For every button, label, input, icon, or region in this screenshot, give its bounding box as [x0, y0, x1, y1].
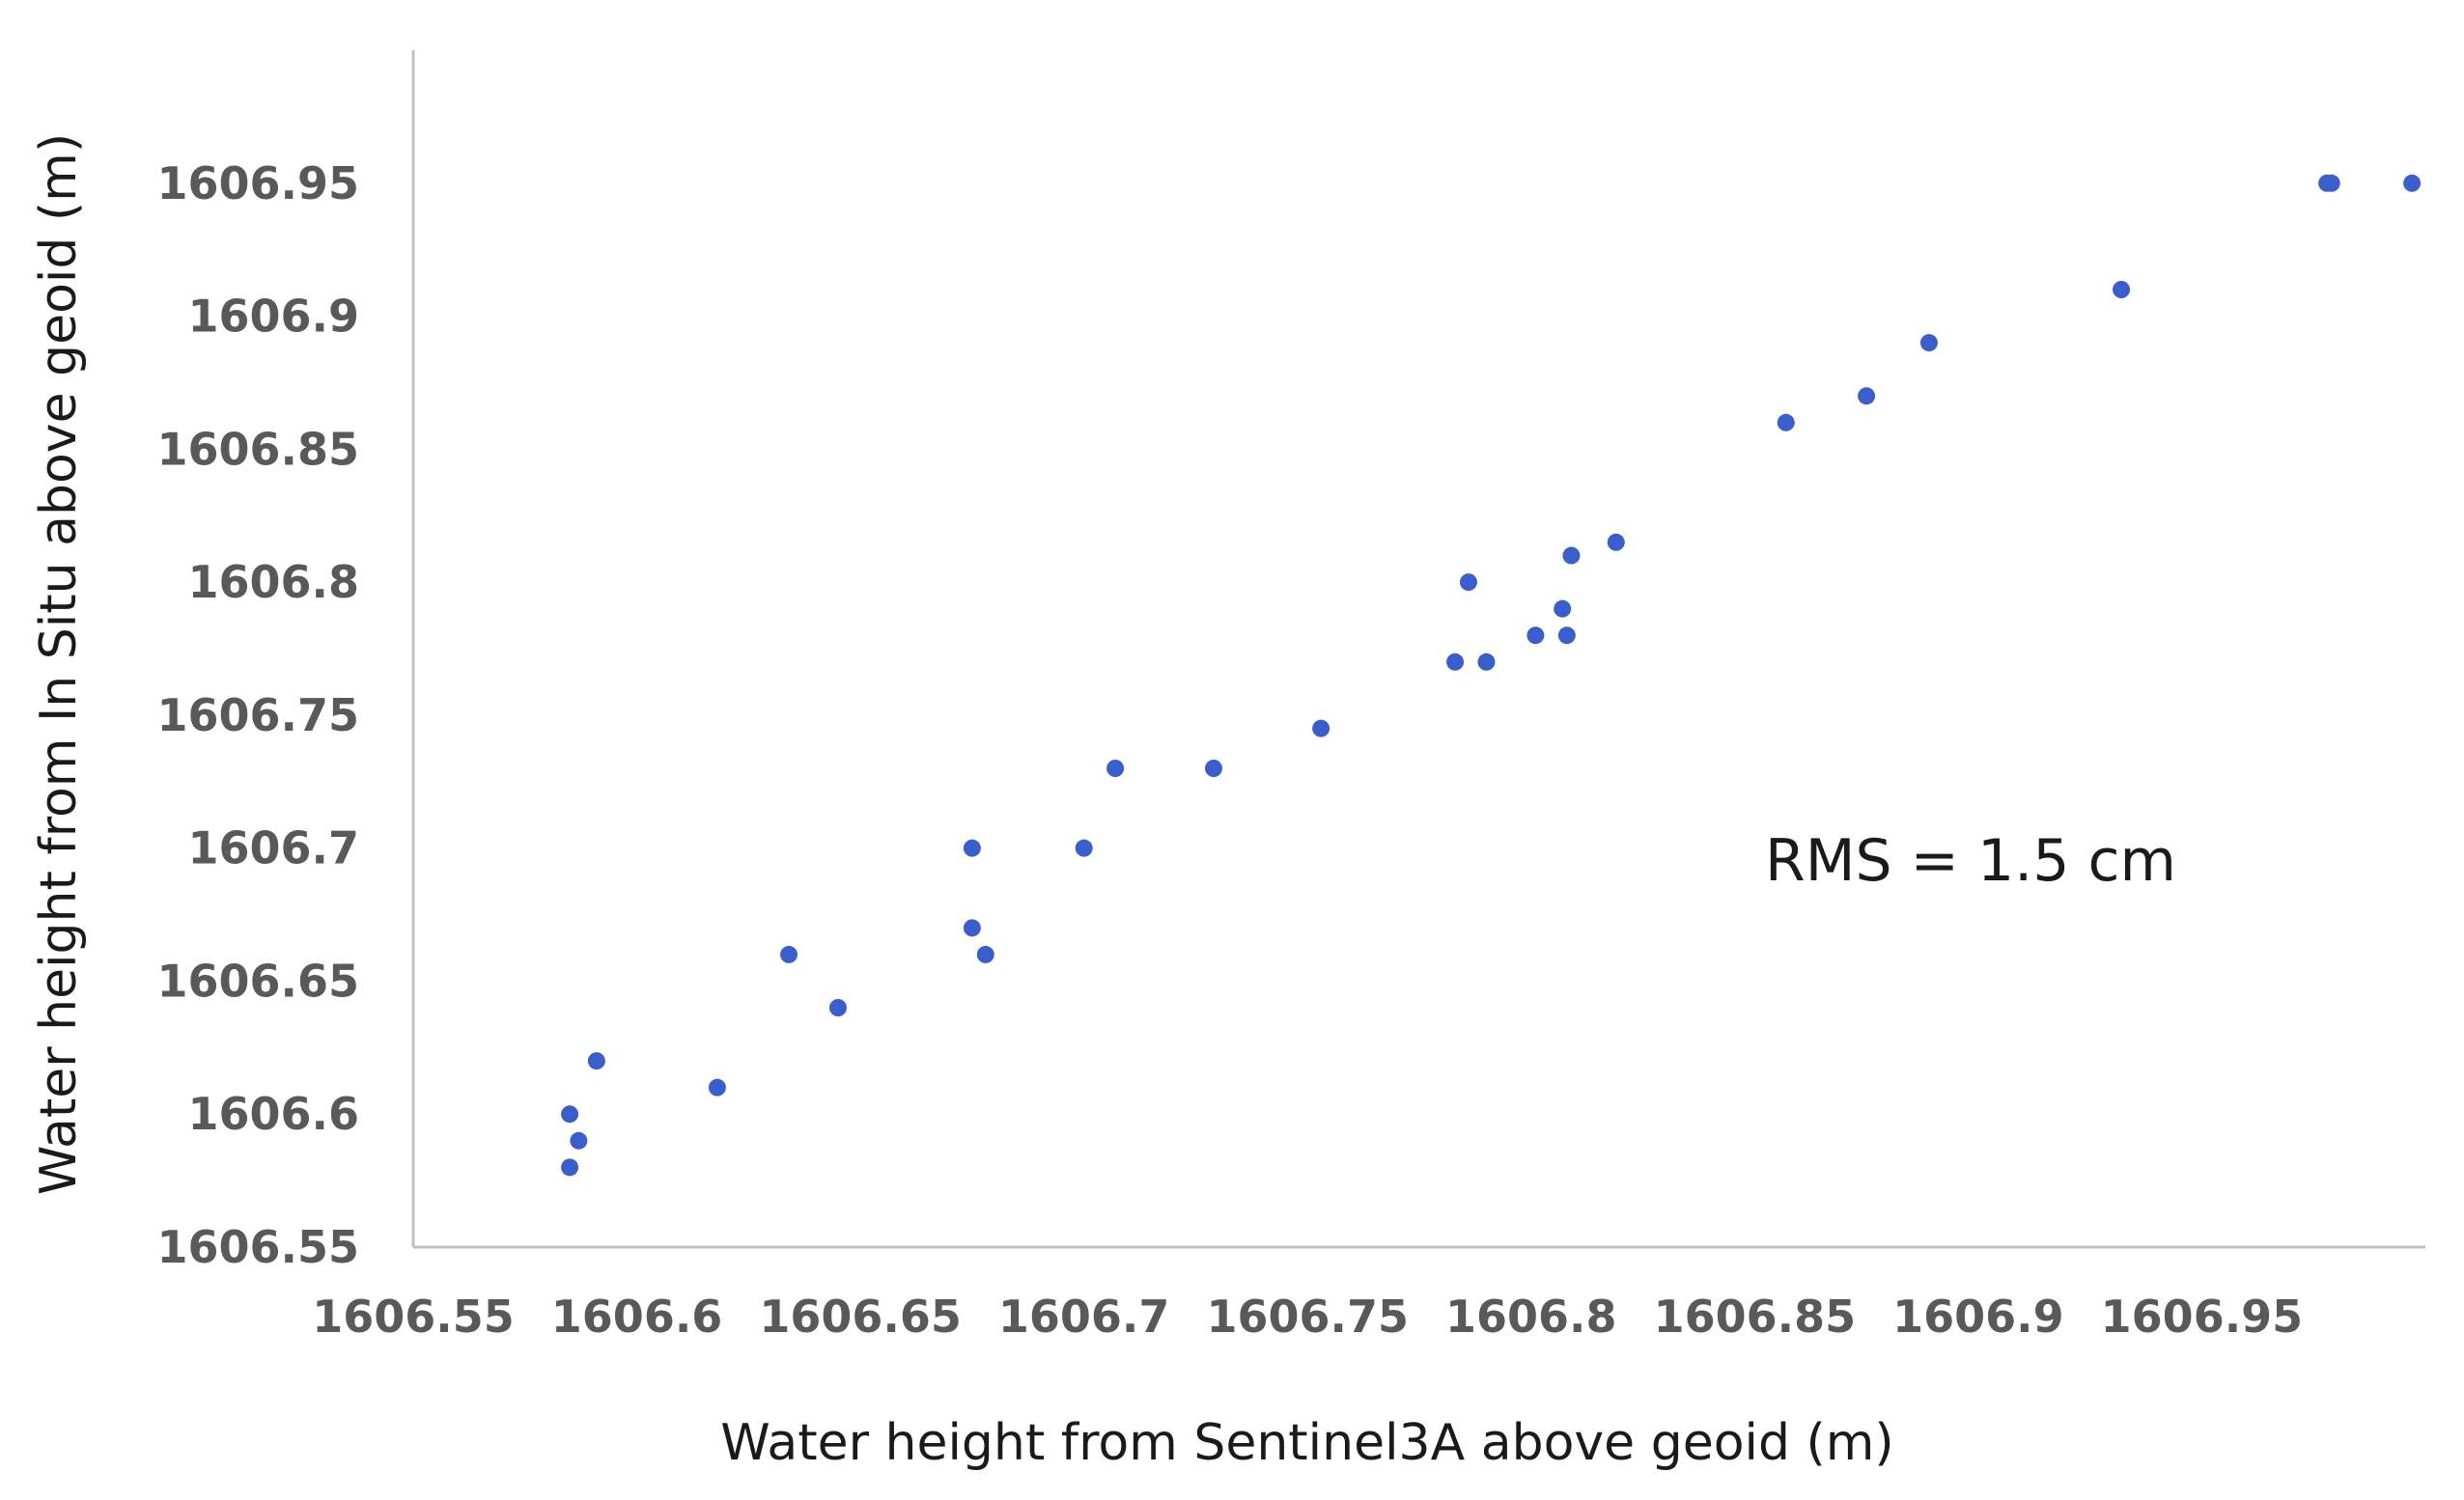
- y-tick-label: 1606.85: [156, 423, 359, 475]
- data-point: [1204, 760, 1222, 777]
- y-tick-label: 1606.95: [156, 157, 359, 209]
- data-point: [1858, 387, 1876, 405]
- x-tick-label: 1606.6: [551, 1291, 723, 1343]
- data-point: [1919, 334, 1938, 352]
- y-tick-label: 1606.8: [187, 556, 359, 608]
- data-point: [708, 1078, 726, 1097]
- data-point: [828, 999, 847, 1016]
- data-point: [1607, 533, 1625, 551]
- rms-annotation: RMS = 1.5 cm: [1765, 827, 2176, 895]
- x-tick-label: 1606.75: [1206, 1291, 1409, 1343]
- data-point: [1312, 719, 1330, 737]
- data-point: [780, 945, 798, 963]
- data-point: [1446, 653, 1465, 671]
- data-point: [1477, 653, 1496, 671]
- data-point: [1106, 760, 1125, 777]
- plot-area: [411, 50, 2425, 1249]
- y-tick-label: 1606.65: [156, 955, 359, 1007]
- y-tick-label: 1606.55: [156, 1221, 359, 1273]
- data-point: [561, 1105, 579, 1124]
- data-point: [570, 1131, 588, 1150]
- data-point: [963, 839, 981, 857]
- x-tick-labels: 1606.55 1606.6 1606.65 1606.7 1606.75 1606.8 1…: [312, 1291, 2303, 1343]
- data-point: [587, 1052, 605, 1070]
- data-point: [1562, 546, 1581, 565]
- data-point: [1777, 413, 1795, 431]
- y-tick-label: 1606.7: [187, 822, 359, 875]
- x-tick-label: 1606.9: [1892, 1291, 2064, 1343]
- x-tick-label: 1606.8: [1445, 1291, 1617, 1343]
- y-tick-labels: 1606.55 1606.6 1606.65 1606.7 1606.75 1606.8 1…: [156, 157, 359, 1273]
- data-point: [1075, 839, 1093, 857]
- x-tick-label: 1606.7: [998, 1291, 1170, 1343]
- data-point: [1554, 599, 1572, 618]
- x-axis-title: Water height from Sentinel3A above geoid…: [720, 1414, 1893, 1472]
- data-point: [976, 945, 994, 963]
- data-point: [1557, 626, 1576, 645]
- data-point: [561, 1158, 579, 1177]
- data-point: [2403, 174, 2422, 192]
- data-point: [1459, 573, 1477, 592]
- data-points: [561, 174, 2422, 1177]
- data-point: [1526, 626, 1545, 645]
- x-tick-label: 1606.65: [759, 1291, 962, 1343]
- x-tick-label: 1606.55: [312, 1291, 515, 1343]
- data-point: [963, 919, 981, 937]
- x-tick-label: 1606.85: [1654, 1291, 1857, 1343]
- data-point: [2322, 174, 2340, 192]
- y-tick-label: 1606.6: [187, 1088, 359, 1140]
- y-axis-title: Water height from In Situ above geoid (m…: [30, 133, 88, 1195]
- x-tick-label: 1606.95: [2101, 1291, 2304, 1343]
- data-point: [2113, 281, 2131, 298]
- y-tick-label: 1606.9: [187, 291, 359, 343]
- y-tick-label: 1606.75: [156, 689, 359, 741]
